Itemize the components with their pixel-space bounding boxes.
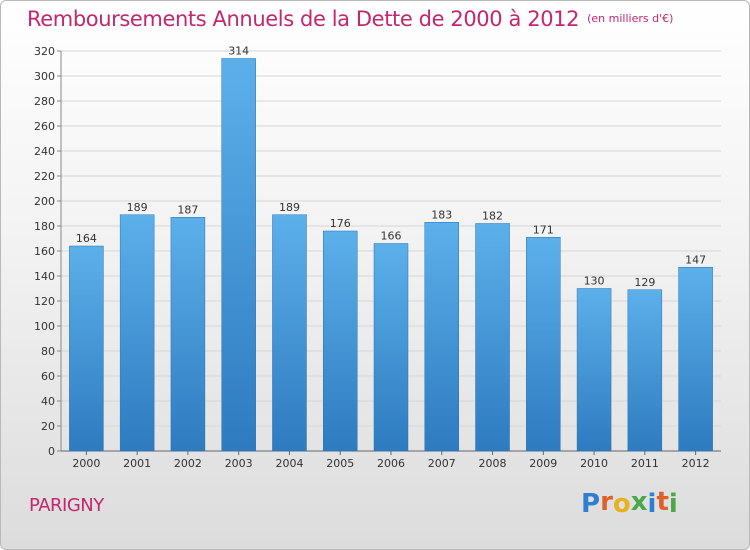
bar bbox=[322, 230, 358, 452]
logo-letter: i bbox=[647, 489, 657, 519]
x-tick-label: 2011 bbox=[631, 457, 659, 470]
bar bbox=[475, 223, 510, 452]
data-label: 314 bbox=[228, 45, 249, 58]
x-tick-label: 2010 bbox=[580, 457, 608, 470]
data-label: 147 bbox=[685, 253, 706, 266]
proxiti-logo: Proxiti bbox=[581, 487, 678, 519]
y-tick-label: 280 bbox=[34, 95, 55, 108]
y-tick-label: 320 bbox=[34, 45, 55, 58]
commune-name: PARIGNY bbox=[29, 495, 104, 516]
bar bbox=[272, 214, 307, 452]
y-tick-label: 180 bbox=[34, 220, 55, 233]
x-tick-label: 2005 bbox=[326, 457, 354, 470]
x-tick-label: 2012 bbox=[682, 457, 710, 470]
logo-letter: r bbox=[600, 487, 613, 517]
y-tick-label: 20 bbox=[41, 420, 55, 433]
bar bbox=[678, 267, 713, 452]
x-tick-label: 2001 bbox=[123, 457, 151, 470]
data-label: 130 bbox=[584, 275, 605, 288]
x-tick-label: 2003 bbox=[225, 457, 253, 470]
y-tick-label: 100 bbox=[34, 320, 55, 333]
logo-letter: P bbox=[581, 489, 601, 519]
chart-title: Remboursements Annuels de la Dette de 20… bbox=[27, 7, 674, 31]
y-tick-label: 160 bbox=[34, 245, 55, 258]
x-tick-label: 2002 bbox=[174, 457, 202, 470]
bar bbox=[170, 217, 206, 452]
y-tick-label: 60 bbox=[41, 370, 55, 383]
logo-letter: o bbox=[612, 489, 631, 519]
x-tick-label: 2007 bbox=[428, 457, 456, 470]
bar bbox=[526, 237, 561, 452]
logo-letter: t bbox=[656, 487, 669, 517]
y-tick-label: 240 bbox=[34, 145, 55, 158]
data-label: 129 bbox=[634, 276, 655, 289]
data-label: 166 bbox=[381, 230, 402, 243]
logo-letter: x bbox=[630, 487, 648, 517]
data-label: 164 bbox=[76, 232, 97, 245]
data-label: 189 bbox=[279, 201, 300, 214]
data-label: 182 bbox=[482, 210, 503, 223]
data-label: 183 bbox=[431, 208, 452, 221]
y-tick-label: 200 bbox=[34, 195, 55, 208]
bar bbox=[576, 288, 612, 452]
y-tick-label: 80 bbox=[41, 345, 55, 358]
bar bbox=[373, 243, 409, 452]
data-label: 171 bbox=[533, 223, 554, 236]
data-label: 187 bbox=[177, 203, 198, 216]
bar bbox=[424, 222, 460, 452]
y-tick-label: 0 bbox=[48, 445, 55, 458]
y-tick-label: 220 bbox=[34, 170, 55, 183]
x-tick-label: 2009 bbox=[529, 457, 557, 470]
bar bbox=[119, 214, 155, 452]
y-tick-label: 120 bbox=[34, 295, 55, 308]
data-label: 176 bbox=[330, 217, 351, 230]
y-tick-label: 40 bbox=[41, 395, 55, 408]
bar bbox=[627, 289, 663, 452]
chart-subtitle: (en milliers d'€) bbox=[587, 12, 674, 25]
y-tick-label: 300 bbox=[34, 70, 55, 83]
x-tick-label: 2000 bbox=[72, 457, 100, 470]
y-tick-label: 140 bbox=[34, 270, 55, 283]
data-label: 189 bbox=[127, 201, 148, 214]
bar bbox=[221, 58, 256, 452]
x-tick-label: 2004 bbox=[275, 457, 303, 470]
x-tick-label: 2006 bbox=[377, 457, 405, 470]
x-tick-label: 2008 bbox=[479, 457, 507, 470]
logo-letter: i bbox=[668, 489, 678, 519]
y-tick-label: 260 bbox=[34, 120, 55, 133]
bar bbox=[69, 245, 104, 452]
